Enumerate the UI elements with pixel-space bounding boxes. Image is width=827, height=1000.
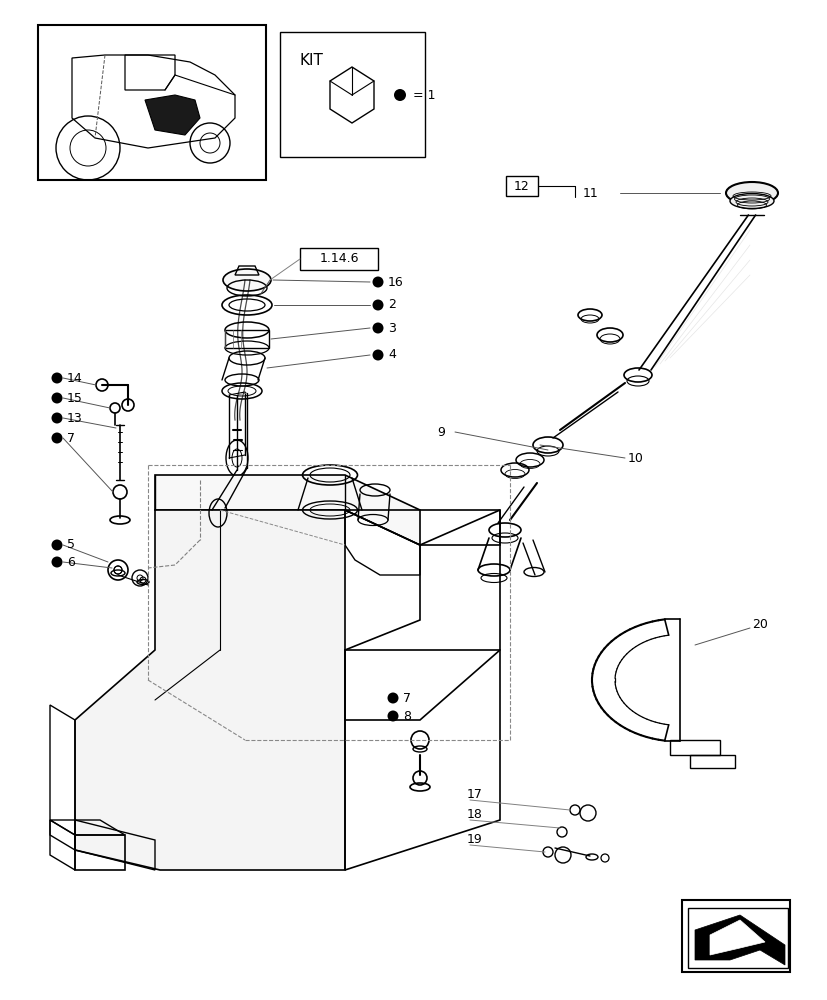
Polygon shape <box>330 67 374 123</box>
Circle shape <box>372 300 383 310</box>
Text: 18: 18 <box>466 808 482 821</box>
Bar <box>280 32 424 157</box>
Bar <box>681 900 789 972</box>
Text: 10: 10 <box>627 452 643 464</box>
Text: 12: 12 <box>514 180 529 193</box>
Circle shape <box>51 556 62 568</box>
Text: 17: 17 <box>466 788 482 801</box>
Text: = 1: = 1 <box>413 89 435 102</box>
Text: 7: 7 <box>67 432 75 444</box>
Text: 8: 8 <box>403 710 410 722</box>
Text: 16: 16 <box>388 275 404 288</box>
Bar <box>299 248 378 270</box>
Text: 9: 9 <box>437 426 444 438</box>
Ellipse shape <box>725 182 777 204</box>
Bar <box>225 330 269 348</box>
Circle shape <box>51 372 62 383</box>
Circle shape <box>51 432 62 444</box>
Circle shape <box>51 412 62 424</box>
Text: 3: 3 <box>388 322 395 334</box>
Circle shape <box>387 692 398 704</box>
Polygon shape <box>145 95 200 135</box>
Polygon shape <box>709 920 764 955</box>
Circle shape <box>51 540 62 550</box>
Circle shape <box>372 276 383 288</box>
Polygon shape <box>687 908 787 968</box>
Circle shape <box>372 350 383 360</box>
Text: 5: 5 <box>67 538 75 552</box>
Text: 15: 15 <box>67 391 83 404</box>
Polygon shape <box>694 915 784 965</box>
Text: KIT: KIT <box>299 53 323 68</box>
Circle shape <box>394 89 405 101</box>
Text: 2: 2 <box>388 298 395 312</box>
Circle shape <box>387 710 398 721</box>
Circle shape <box>372 322 383 334</box>
Text: 4: 4 <box>388 349 395 361</box>
Text: 13: 13 <box>67 412 83 424</box>
Text: 7: 7 <box>403 692 410 704</box>
Text: 19: 19 <box>466 833 482 846</box>
Text: 20: 20 <box>751 618 767 632</box>
Ellipse shape <box>222 269 270 291</box>
Text: 11: 11 <box>582 187 598 200</box>
Text: 1.14.6: 1.14.6 <box>319 252 358 265</box>
Bar <box>505 176 538 196</box>
Text: 14: 14 <box>67 371 83 384</box>
Polygon shape <box>155 475 419 545</box>
Polygon shape <box>75 510 345 870</box>
Text: 6: 6 <box>67 556 74 568</box>
Ellipse shape <box>729 194 773 209</box>
Bar <box>38 25 265 180</box>
Circle shape <box>51 392 62 403</box>
